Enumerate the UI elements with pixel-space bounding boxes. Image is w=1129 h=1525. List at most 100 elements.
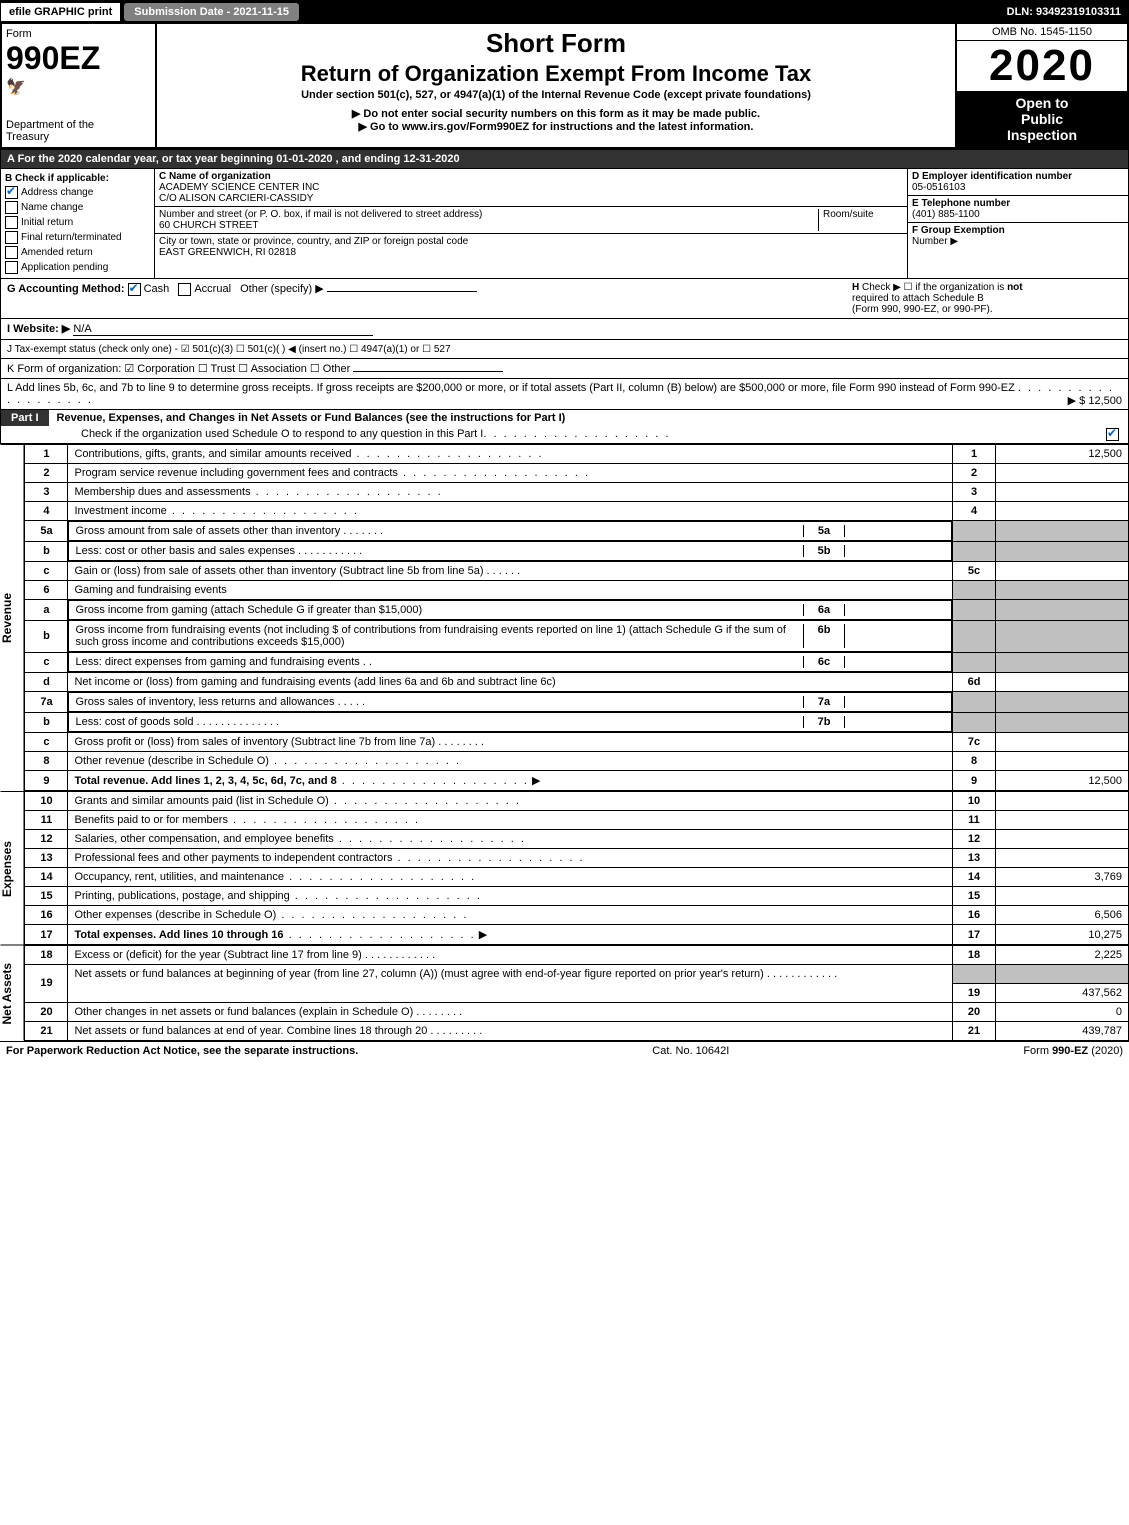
other-specify-input[interactable] [327,291,477,292]
row-1-text: Contributions, gifts, grants, and simila… [68,445,953,464]
row-16-num: 16 [25,906,68,925]
revenue-vertical-label: Revenue [0,444,24,791]
header-left: Form 990EZ 🦅 Department of the Treasury [2,24,157,147]
row-15-amt [996,887,1129,906]
row-18-amt: 2,225 [996,946,1129,965]
row-6-grey [953,581,996,600]
row-5a-grey [953,521,996,542]
row-7c-text: Gross profit or (loss) from sales of inv… [68,733,953,752]
expenses-vertical-label: Expenses [0,791,24,945]
check-cash[interactable] [128,283,141,296]
footer-left: For Paperwork Reduction Act Notice, see … [6,1045,358,1057]
row-1-num: 1 [25,445,68,464]
row-14-no: 14 [953,868,996,887]
section-i: I Website: ▶ N/A [0,319,1129,340]
row-13-text: Professional fees and other payments to … [68,849,953,868]
row-6c-num: c [25,652,68,673]
row-6c-amt-grey [996,652,1129,673]
submission-date-button[interactable]: Submission Date - 2021-11-15 [123,2,300,22]
other-label: Other (specify) ▶ [240,283,324,295]
c-label: C Name of organization [159,171,271,182]
row-5b-num: b [25,541,68,562]
row-9-amt: 12,500 [996,771,1129,791]
efile-print-button[interactable]: efile GRAPHIC print [0,2,121,22]
row-13-no: 13 [953,849,996,868]
top-bar: efile GRAPHIC print Submission Date - 20… [0,0,1129,24]
row-19-cont [68,983,953,1002]
row-2-amt [996,464,1129,483]
row-5a-num: 5a [25,521,68,542]
check-initial-return[interactable] [5,216,18,229]
row-20-text: Other changes in net assets or fund bala… [68,1002,953,1021]
row-7c-no: 7c [953,733,996,752]
row-2-text: Program service revenue including govern… [68,464,953,483]
return-title: Return of Organization Exempt From Incom… [165,61,947,87]
check-address-change[interactable] [5,186,18,199]
dept-line-2: Treasury [6,131,151,143]
inspection-label: Inspection [961,127,1123,143]
net-assets-table: 18Excess or (deficit) for the year (Subt… [24,945,1129,1041]
row-6b-text: Gross income from fundraising events (no… [68,620,952,652]
row-8-text: Other revenue (describe in Schedule O) [68,752,953,771]
check-name-change[interactable] [5,201,18,214]
h-text-2: required to attach Schedule B [852,293,984,304]
header-mid: Short Form Return of Organization Exempt… [157,24,955,147]
row-10-num: 10 [25,792,68,811]
row-4-text: Investment income [68,502,953,521]
row-11-text: Benefits paid to or for members [68,811,953,830]
row-1-no: 1 [953,445,996,464]
section-g-h: G Accounting Method: Cash Accrual Other … [0,279,1129,319]
row-15-no: 15 [953,887,996,906]
check-label-0: Address change [21,187,93,198]
website-value: N/A [73,323,373,336]
check-accrual[interactable] [178,283,191,296]
row-6b-num: b [25,620,68,652]
row-5a-text: Gross amount from sale of assets other t… [68,521,952,541]
row-20-amt: 0 [996,1002,1129,1021]
row-6b-grey [953,620,996,652]
row-10-text: Grants and similar amounts paid (list in… [68,792,953,811]
row-7a-grey [953,692,996,713]
k-other-input[interactable] [353,371,503,372]
g-label: G Accounting Method: [7,283,125,295]
care-of: C/O ALISON CARCIERI-CASSIDY [159,193,313,204]
row-3-text: Membership dues and assessments [68,483,953,502]
row-16-text: Other expenses (describe in Schedule O) [68,906,953,925]
l-text: L Add lines 5b, 6c, and 7b to line 9 to … [7,382,1015,394]
d-label: D Employer identification number [912,171,1072,182]
omb-number: OMB No. 1545-1150 [957,24,1127,41]
irs-link-note[interactable]: ▶ Go to www.irs.gov/Form990EZ for instru… [165,120,947,133]
row-6a-amt-grey [996,600,1129,621]
f-label: F Group Exemption [912,225,1005,236]
h-text-1: Check ▶ ☐ if the organization is [862,282,1004,293]
row-20-no: 20 [953,1002,996,1021]
part-1-header: Part I Revenue, Expenses, and Changes in… [0,410,1129,444]
h-label: H [852,282,859,293]
schedule-o-check[interactable] [1106,428,1119,441]
row-8-no: 8 [953,752,996,771]
i-label: I Website: ▶ [7,323,70,335]
row-3-amt [996,483,1129,502]
row-6c-mid: 6c [803,656,845,668]
room-label: Room/suite [823,209,874,220]
row-19-amt: 437,562 [996,983,1129,1002]
row-17-amt: 10,275 [996,925,1129,945]
form-header: Form 990EZ 🦅 Department of the Treasury … [0,24,1129,149]
row-5c-num: c [25,562,68,581]
row-2-num: 2 [25,464,68,483]
row-4-no: 4 [953,502,996,521]
check-amended[interactable] [5,246,18,259]
row-1-amt: 12,500 [996,445,1129,464]
row-6a-text: Gross income from gaming (attach Schedul… [68,600,952,620]
row-18-text: Excess or (deficit) for the year (Subtra… [68,946,953,965]
row-19-grey [953,965,996,984]
row-4-amt [996,502,1129,521]
section-k: K Form of organization: ☑ Corporation ☐ … [0,359,1129,379]
row-6-text: Gaming and fundraising events [68,581,953,600]
check-application-pending[interactable] [5,261,18,274]
revenue-block: Revenue 1Contributions, gifts, grants, a… [0,444,1129,791]
tel-value: (401) 885-1100 [912,209,980,220]
row-5b-text: Less: cost or other basis and sales expe… [68,541,952,561]
net-assets-block: Net Assets 18Excess or (deficit) for the… [0,945,1129,1041]
check-final-return[interactable] [5,231,18,244]
